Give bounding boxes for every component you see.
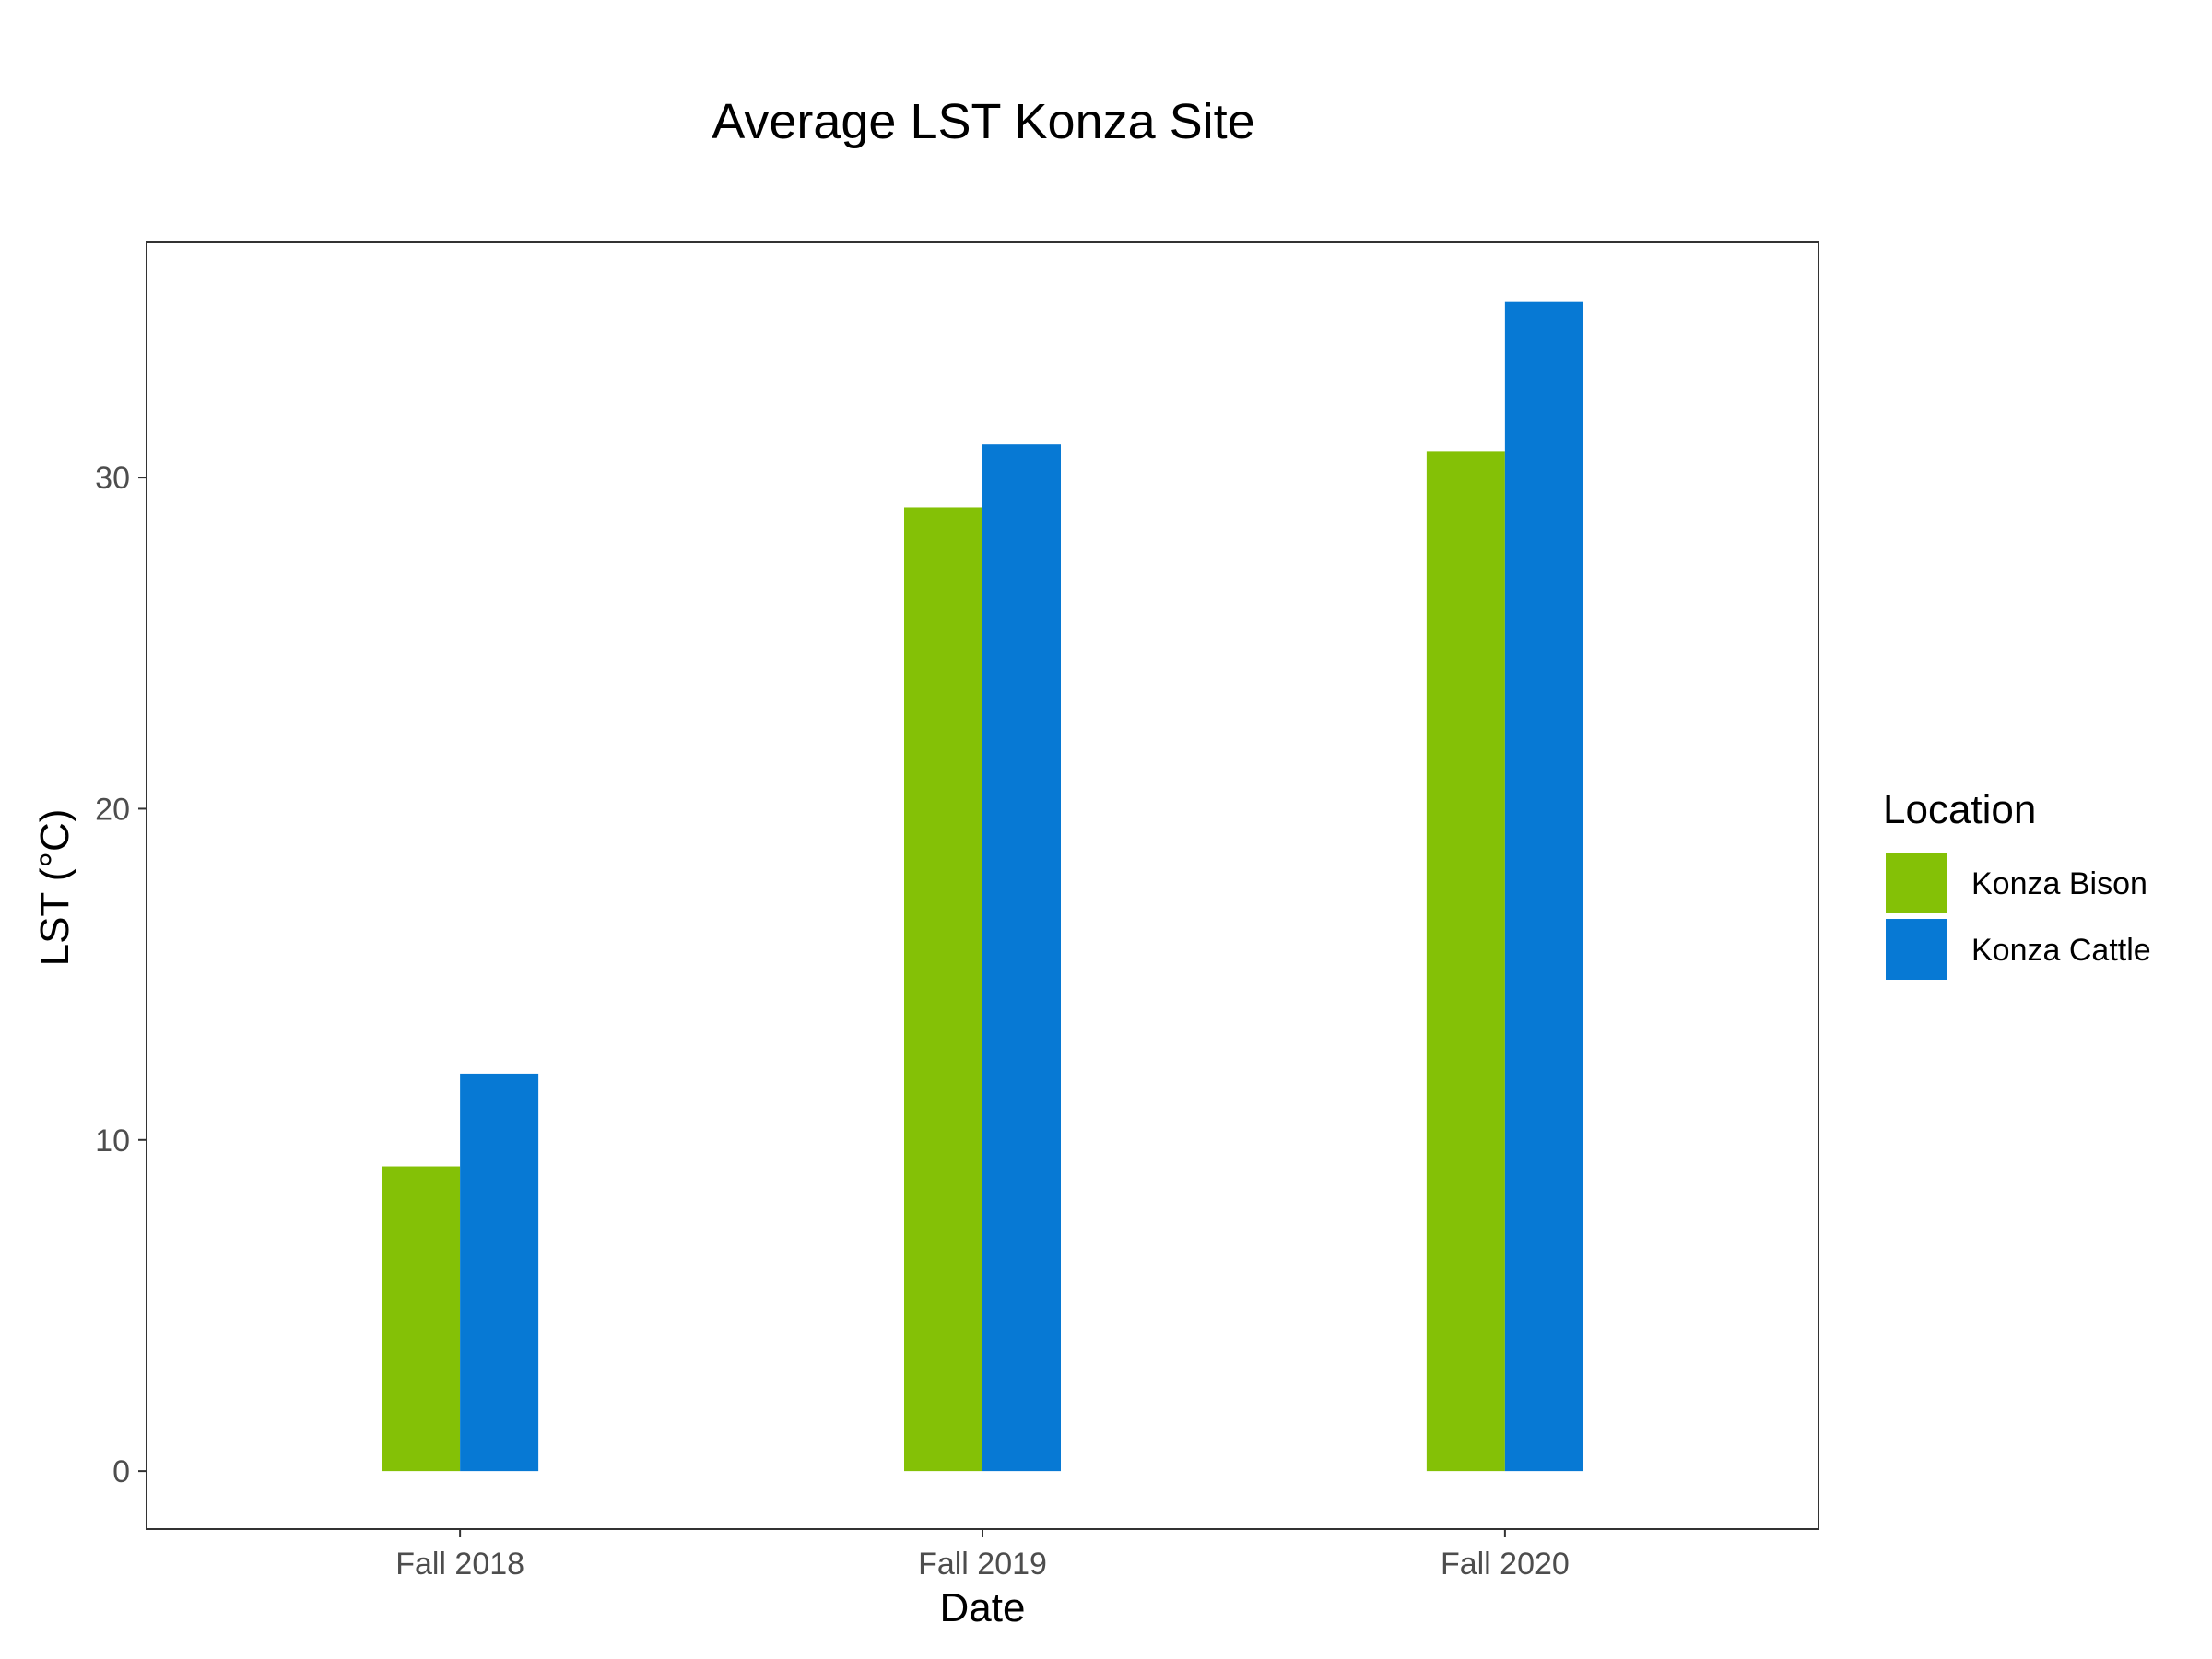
bar-konza-bison-fall-2020 [1426, 451, 1505, 1472]
y-axis-title: LST (°C) [32, 809, 77, 967]
y-tick-label: 0 [112, 1454, 130, 1489]
chart-title: Average LST Konza Site [712, 94, 1254, 149]
bar-konza-cattle-fall-2019 [982, 444, 1061, 1472]
legend-swatch-konza-bison [1886, 853, 1947, 913]
legend-title: Location [1883, 787, 2036, 832]
y-tick-label: 30 [95, 461, 130, 496]
x-tick-label: Fall 2018 [395, 1547, 524, 1582]
bars-layer [382, 301, 1583, 1472]
legend-label: Konza Bison [1971, 866, 2147, 901]
bar-konza-cattle-fall-2020 [1504, 301, 1583, 1472]
bar-konza-bison-fall-2019 [904, 507, 982, 1472]
legend-swatch-konza-cattle [1886, 919, 1947, 980]
x-axis: Fall 2018 Fall 2019 Fall 2020 [395, 1529, 1570, 1582]
legend-label: Konza Cattle [1971, 933, 2151, 968]
x-tick-label: Fall 2020 [1441, 1547, 1570, 1582]
y-tick-label: 20 [95, 792, 130, 827]
legend: Location Konza Bison Konza Cattle [1883, 787, 2151, 980]
y-tick-label: 10 [95, 1124, 130, 1159]
bar-konza-cattle-fall-2018 [460, 1073, 539, 1472]
x-tick-label: Fall 2019 [918, 1547, 1047, 1582]
bar-konza-bison-fall-2018 [382, 1166, 461, 1472]
y-axis: 0 10 20 30 [95, 461, 147, 1489]
x-axis-title: Date [940, 1585, 1026, 1630]
